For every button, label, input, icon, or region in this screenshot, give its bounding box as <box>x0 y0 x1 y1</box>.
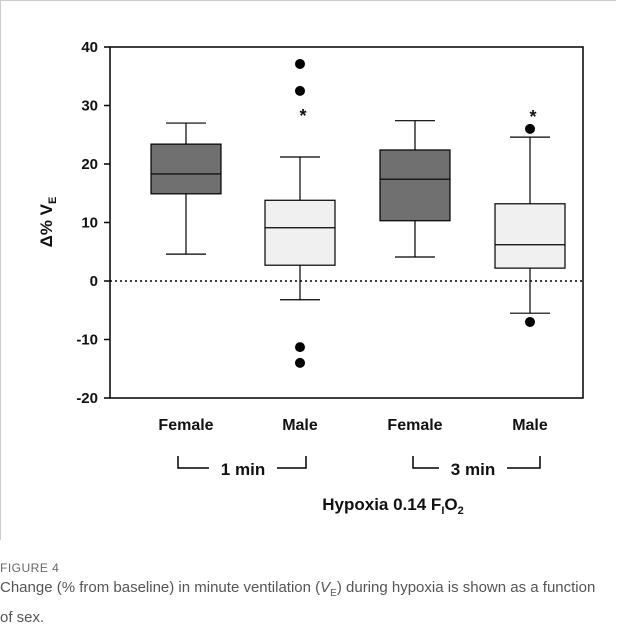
significance-marker: * <box>299 106 306 126</box>
caption-text: E <box>330 588 337 599</box>
caption-text: V <box>320 579 331 596</box>
box <box>150 143 222 195</box>
x-title-main: Hypoxia 0.14 F <box>322 495 441 514</box>
x-tick-label: Female <box>387 417 442 434</box>
y-tick-label: 0 <box>90 273 98 290</box>
chart: Δ% VE Hypoxia 0.14 FIO2 -20 -10 0 10 20 30 40 F… <box>37 39 584 517</box>
box <box>379 149 451 222</box>
outlier <box>295 342 305 353</box>
y-tick-label: 20 <box>81 156 98 173</box>
group-bracket <box>412 456 541 469</box>
x-tick-label: Female <box>158 417 213 434</box>
y-tick-label: 30 <box>81 98 98 115</box>
y-label-main: Δ% V <box>37 203 56 247</box>
caption: Change (% from baseline) in minute venti… <box>0 576 600 630</box>
x-title-sub: I <box>441 505 444 517</box>
outlier <box>295 357 305 368</box>
caption-text: Change (% from baseline) in minute venti… <box>0 579 321 596</box>
figure-frame <box>0 0 616 540</box>
outlier <box>525 316 535 327</box>
box <box>264 199 336 266</box>
significance-marker: * <box>529 107 536 127</box>
x-tick-label: Male <box>512 417 548 434</box>
box <box>494 203 566 269</box>
y-tick-label: 10 <box>81 215 98 232</box>
caption-label: FIGURE 4 <box>0 561 60 575</box>
x-title-sub: 2 <box>458 505 464 517</box>
group-bracket <box>177 456 307 469</box>
x-tick-label: Male <box>282 417 318 434</box>
y-tick-label: 40 <box>81 39 98 56</box>
caption-text: ) during hypoxia is shown as a function … <box>0 579 596 626</box>
y-label-sub: E <box>47 197 59 204</box>
outlier <box>295 58 305 69</box>
outlier <box>525 123 535 134</box>
outlier <box>295 85 305 96</box>
group-label: 3 min <box>451 460 495 479</box>
y-axis-label: Δ% VE <box>37 197 59 248</box>
x-title-mid: O <box>444 495 457 514</box>
y-tick-label: -10 <box>76 332 98 349</box>
y-tick-label: -20 <box>76 390 98 407</box>
group-label: 1 min <box>221 460 265 479</box>
x-axis-title: Hypoxia 0.14 FIO2 <box>322 495 463 517</box>
